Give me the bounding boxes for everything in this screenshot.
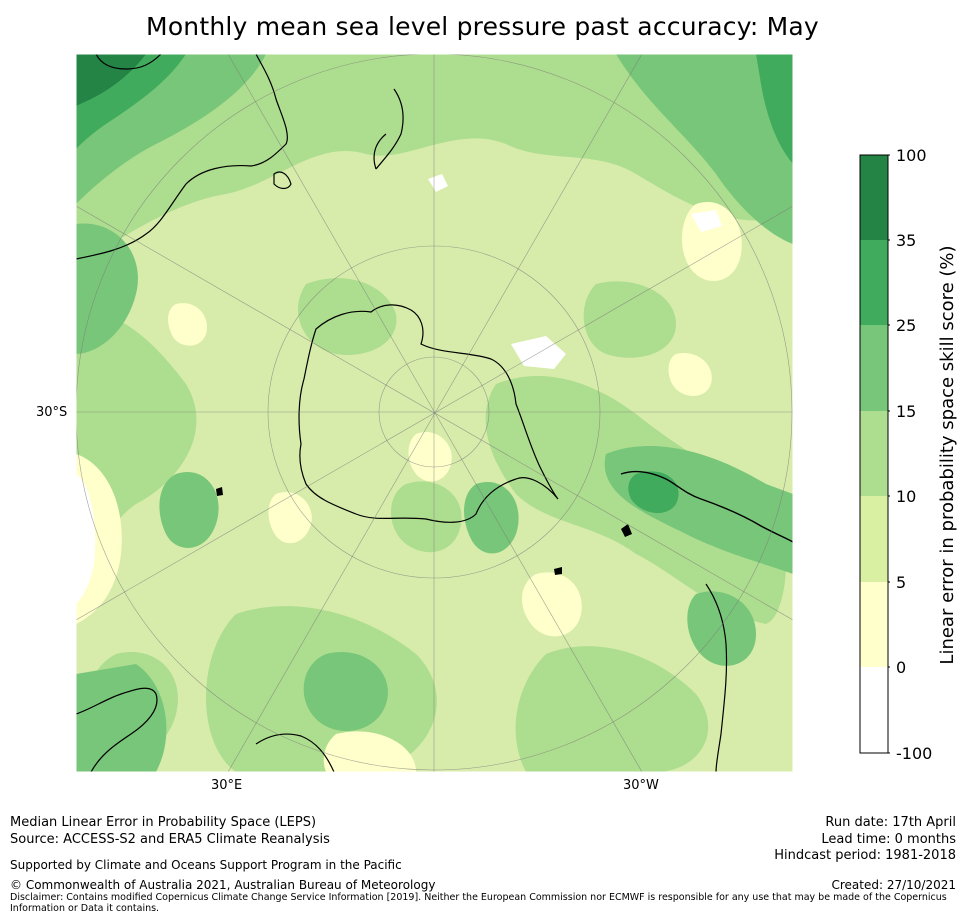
australia-coastline <box>76 54 288 260</box>
footer-run-date: Run date: 17th April <box>825 815 956 830</box>
map-title: Monthly mean sea level pressure past acc… <box>146 12 819 41</box>
colorbar-tick-15: 15 <box>896 402 917 421</box>
colorbar-label: Linear error in probability space skill … <box>937 245 958 665</box>
australia-north-coastline <box>95 54 162 70</box>
new-zealand-coastline <box>373 88 404 170</box>
graticule <box>76 54 793 772</box>
antarctica-coastline <box>298 304 559 523</box>
lon-label-30e: 30°E <box>211 778 243 793</box>
footer-method: Median Linear Error in Probability Space… <box>10 815 317 830</box>
footer-lead-time: Lead time: 0 months <box>821 832 956 847</box>
colorbar-tick-35: 35 <box>896 231 917 250</box>
footer-disclaimer: Disclaimer: Contains modified Copernicus… <box>10 892 947 914</box>
colorbar-tick-minus100: -100 <box>896 744 933 763</box>
colorbar-bin-below-0 <box>860 667 888 753</box>
colorbar-tick-25: 25 <box>896 316 917 335</box>
colorbar-bin-0-5 <box>860 582 888 667</box>
colorbar-tick-100: 100 <box>896 146 927 165</box>
colorbar-tick-10: 10 <box>896 487 917 506</box>
map-canvas <box>76 54 793 772</box>
footer-hindcast: Hindcast period: 1981-2018 <box>774 848 956 863</box>
colorbar-bin-5-10 <box>860 496 888 582</box>
south-america-coastline <box>620 470 793 543</box>
colorbar-tick-0: 0 <box>896 658 907 677</box>
colorbar-ticks <box>888 154 890 754</box>
footer-source: Source: ACCESS-S2 and ERA5 Climate Reana… <box>10 832 330 847</box>
colorbar-tick-5: 5 <box>896 573 907 592</box>
tasmania-coastline <box>273 171 292 190</box>
colorbar-bin-35-100 <box>860 155 888 240</box>
kerguelen-islands <box>216 487 223 496</box>
skill-band-35-100 <box>76 54 146 106</box>
colorbar <box>859 154 890 754</box>
africa-coastline <box>76 687 158 772</box>
south-america-west-coastline <box>705 583 728 772</box>
footer-created: Created: 27/10/2021 <box>831 878 956 892</box>
lat-label-30s: 30°S <box>36 405 68 420</box>
falkland-islands <box>621 524 632 537</box>
colorbar-bin-15-25 <box>860 325 888 411</box>
south-georgia <box>554 567 562 575</box>
colorbar-border <box>859 154 889 754</box>
colorbar-bin-25-35 <box>860 240 888 325</box>
lon-label-30w: 30°W <box>623 778 659 793</box>
colorbar-bin-10-15 <box>860 411 888 496</box>
footer-supported: Supported by Climate and Oceans Support … <box>10 858 402 872</box>
footer-copyright: © Commonwealth of Australia 2021, Austra… <box>10 878 436 892</box>
madagascar-coastline <box>255 733 335 772</box>
polar-skill-map <box>76 54 793 772</box>
